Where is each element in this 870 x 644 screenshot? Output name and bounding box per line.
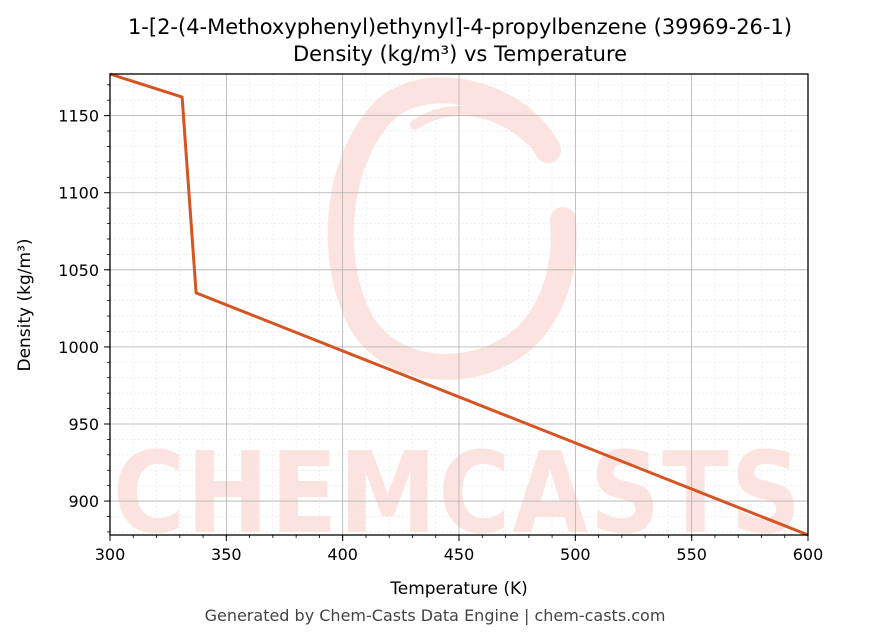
x-tick-label: 500	[560, 545, 591, 564]
y-tick-label: 900	[68, 492, 99, 511]
chart-title: 1-[2-(4-Methoxyphenyl)ethynyl]-4-propylb…	[128, 15, 792, 39]
y-tick-label: 1000	[58, 338, 99, 357]
x-tick-label: 350	[211, 545, 242, 564]
x-axis-label: Temperature (K)	[389, 579, 528, 599]
watermark-logo-swirl	[327, 77, 577, 380]
y-axis-label: Density (kg/m³)	[15, 238, 35, 371]
y-axis-ticks: 900 950 1000 1050 1100 1150	[58, 84, 110, 533]
x-tick-label: 450	[444, 545, 475, 564]
watermark-text: CHEMCASTS	[113, 429, 803, 559]
series-layer	[109, 72, 809, 537]
y-tick-label: 1150	[58, 107, 99, 126]
x-tick-label: 550	[676, 545, 707, 564]
density-series-line	[109, 72, 809, 537]
x-tick-label: 600	[793, 545, 824, 564]
y-tick-label: 1100	[58, 184, 99, 203]
watermark: CHEMCASTS	[113, 77, 803, 559]
y-tick-label: 950	[68, 415, 99, 434]
major-grid	[109, 74, 809, 535]
x-axis-ticks: 300 350 400 450 500 550 600	[95, 535, 824, 564]
footer-credit: Generated by Chem-Casts Data Engine | ch…	[204, 606, 666, 625]
x-tick-label: 300	[95, 545, 126, 564]
y-tick-label: 1050	[58, 261, 99, 280]
x-tick-label: 400	[327, 545, 358, 564]
chart-subtitle: Density (kg/m³) vs Temperature	[293, 42, 627, 66]
